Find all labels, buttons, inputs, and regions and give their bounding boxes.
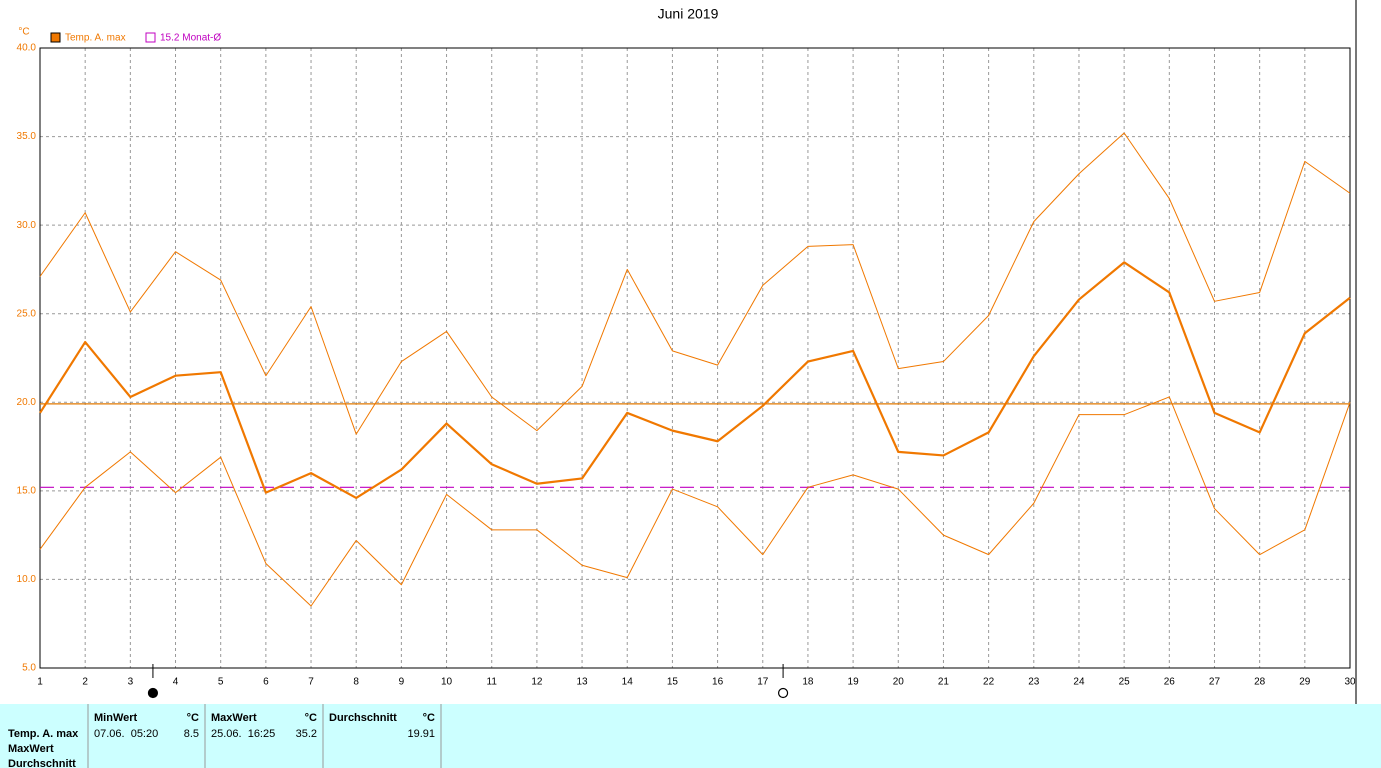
x-tick-label: 28 bbox=[1254, 677, 1266, 688]
column-unit: °C bbox=[305, 712, 317, 724]
moon-phase bbox=[777, 687, 789, 699]
legend-swatch bbox=[145, 32, 156, 43]
cell-value: 35.2 bbox=[296, 728, 317, 740]
x-tick-label: 20 bbox=[893, 677, 905, 688]
x-tick-label: 29 bbox=[1299, 677, 1311, 688]
x-tick-label: 23 bbox=[1028, 677, 1040, 688]
cell-value: 8.5 bbox=[184, 728, 199, 740]
column-header: MaxWert bbox=[211, 712, 257, 724]
y-tick-label: 5.0 bbox=[22, 663, 36, 674]
cell-time: 25.06. 16:25 bbox=[211, 728, 275, 740]
series-line bbox=[39, 261, 1351, 500]
cell-value: 19.91 bbox=[407, 728, 435, 740]
y-tick-label: 15.0 bbox=[17, 485, 37, 496]
chart-title: Juni 2019 bbox=[658, 6, 719, 22]
x-tick-label: 15 bbox=[667, 677, 679, 688]
y-tick-label: 20.0 bbox=[17, 397, 37, 408]
x-tick-label: 14 bbox=[622, 677, 634, 688]
y-tick-label: 10.0 bbox=[17, 574, 37, 585]
x-tick-label: 21 bbox=[938, 677, 950, 688]
column-unit: °C bbox=[187, 712, 199, 724]
x-tick-label: 26 bbox=[1164, 677, 1176, 688]
x-tick-label: 12 bbox=[531, 677, 543, 688]
row-label: Durchschnitt bbox=[8, 758, 76, 768]
x-tick-label: 25 bbox=[1119, 677, 1131, 688]
y-tick-label: 30.0 bbox=[17, 220, 37, 231]
column-header: Durchschnitt bbox=[329, 712, 397, 724]
x-tick-label: 18 bbox=[802, 677, 814, 688]
plot-frame bbox=[39, 47, 1351, 669]
y-tick-label: 35.0 bbox=[17, 131, 37, 142]
legend-swatch bbox=[50, 32, 61, 43]
y-tick-label: 40.0 bbox=[17, 43, 37, 54]
series-line bbox=[39, 132, 1351, 435]
x-tick-label: 3 bbox=[128, 677, 134, 688]
x-tick-label: 10 bbox=[441, 677, 453, 688]
x-tick-label: 7 bbox=[308, 677, 314, 688]
x-tick-label: 4 bbox=[173, 677, 179, 688]
x-tick-label: 24 bbox=[1073, 677, 1085, 688]
row-label: MaxWert bbox=[8, 743, 54, 755]
cell-time: 07.06. 05:20 bbox=[94, 728, 158, 740]
column-header: MinWert bbox=[94, 712, 138, 724]
legend-label: 15.2 Monat-Ø bbox=[160, 33, 221, 44]
series-line bbox=[39, 396, 1351, 607]
x-tick-label: 22 bbox=[983, 677, 995, 688]
y-unit: °C bbox=[18, 27, 29, 38]
x-tick-label: 9 bbox=[399, 677, 405, 688]
x-tick-label: 2 bbox=[82, 677, 88, 688]
x-tick-label: 27 bbox=[1209, 677, 1221, 688]
x-tick-label: 11 bbox=[487, 677, 498, 688]
moon-phase bbox=[147, 687, 159, 699]
row-label: Temp. A. max bbox=[8, 728, 79, 740]
x-tick-label: 30 bbox=[1344, 677, 1356, 688]
x-tick-label: 6 bbox=[263, 677, 269, 688]
x-tick-label: 1 bbox=[37, 677, 43, 688]
x-tick-label: 17 bbox=[757, 677, 769, 688]
x-tick-label: 19 bbox=[848, 677, 860, 688]
x-tick-label: 13 bbox=[577, 677, 589, 688]
x-tick-label: 5 bbox=[218, 677, 224, 688]
x-tick-label: 16 bbox=[712, 677, 724, 688]
y-tick-label: 25.0 bbox=[17, 308, 37, 319]
x-tick-label: 8 bbox=[353, 677, 359, 688]
legend-label: Temp. A. max bbox=[65, 33, 126, 44]
stats-panel bbox=[0, 704, 1381, 768]
column-unit: °C bbox=[423, 712, 435, 724]
